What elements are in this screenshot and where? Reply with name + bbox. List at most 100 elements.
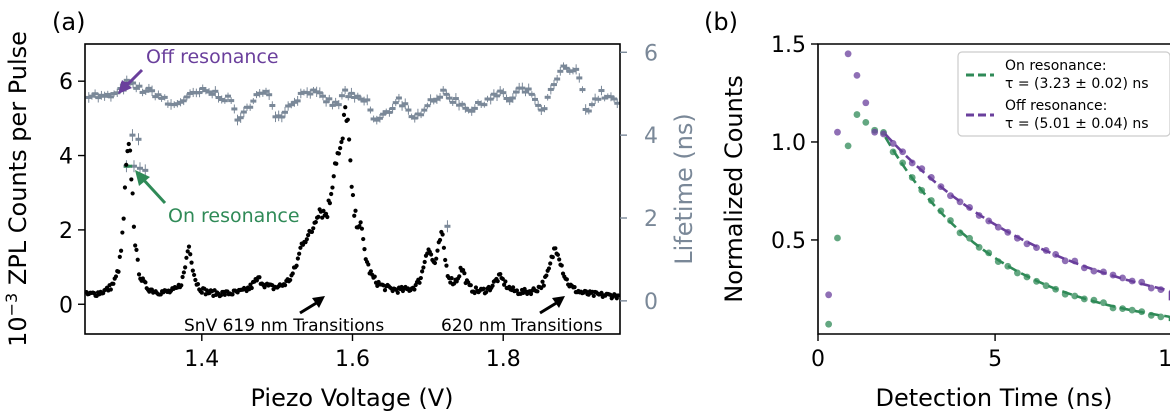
lifetime-point: [468, 109, 475, 113]
lifetime-point: [326, 97, 333, 101]
counts-point: [498, 272, 503, 277]
counts-point: [338, 146, 343, 151]
decay-point: [834, 234, 841, 242]
lifetime-point: [399, 104, 406, 108]
lifetime-point: [405, 108, 412, 112]
lifetime-point: [335, 103, 342, 107]
lifetime-point: [598, 89, 605, 93]
lifetime-point: [111, 92, 118, 96]
lifetime-point: [240, 110, 247, 114]
lifetime-point: [272, 115, 279, 119]
counts-point: [230, 292, 235, 297]
lifetime-point: [206, 90, 213, 94]
lifetime-point: [332, 100, 339, 104]
decay-point: [1090, 296, 1098, 304]
counts-point: [372, 274, 377, 279]
counts-point: [179, 283, 184, 288]
counts-point: [290, 271, 295, 276]
transitions-620-arrow-head: [552, 296, 565, 308]
lifetime-point: [300, 90, 307, 94]
counts-point: [441, 245, 447, 250]
counts-point: [288, 277, 293, 283]
counts-point: [572, 285, 577, 290]
transitions-619-annotation: SnV 619 nm Transitions: [184, 316, 384, 336]
lifetime-point: [544, 95, 551, 99]
counts-point: [341, 112, 347, 117]
counts-point: [432, 260, 438, 266]
decay-point: [1042, 282, 1050, 290]
lifetime-point: [142, 89, 149, 93]
lifetime-point: [376, 116, 383, 120]
lifetime-point: [164, 102, 171, 106]
lifetime-point: [85, 95, 92, 99]
decay-point: [825, 291, 833, 299]
lifetime-point: [452, 97, 459, 101]
lifetime-point: [373, 118, 380, 122]
decay-point: [862, 118, 870, 126]
lifetime-point: [161, 95, 168, 99]
lifetime-point: [462, 106, 469, 110]
panel-a-y2tick-label: 2: [644, 207, 658, 232]
lifetime-point: [380, 112, 387, 116]
lifetime-point: [130, 164, 137, 168]
lifetime-point: [329, 103, 336, 107]
counts-point: [134, 247, 139, 252]
counts-point: [306, 233, 311, 238]
lifetime-point: [269, 104, 276, 108]
decay-point: [1090, 267, 1098, 275]
lifetime-point: [430, 99, 437, 103]
lifetime-point: [569, 69, 576, 73]
decay-point: [1013, 269, 1021, 277]
counts-point: [422, 259, 427, 265]
lifetime-point: [294, 99, 301, 103]
counts-point: [502, 282, 507, 287]
counts-point: [368, 269, 373, 274]
counts-point: [440, 232, 445, 237]
decay-point: [1157, 313, 1165, 321]
counts-point: [591, 293, 596, 299]
lifetime-point: [183, 95, 190, 99]
decay-point: [908, 174, 916, 181]
lifetime-point: [440, 88, 447, 92]
legend: On resonance: τ = (3.23 ± 0.02) ns Off r…: [957, 51, 1170, 137]
lifetime-point: [595, 97, 602, 101]
counts-point: [347, 137, 352, 142]
lifetime-point: [228, 99, 235, 103]
counts-point: [528, 291, 534, 297]
counts-point: [122, 185, 128, 190]
lifetime-point: [538, 108, 545, 112]
panel-a-ytick-label: 2: [59, 219, 73, 244]
lifetime-point: [370, 117, 377, 121]
decay-point: [994, 258, 1002, 266]
lifetime-point: [348, 91, 355, 95]
panel-b-ytick-label: 1.5: [771, 33, 806, 58]
decay-point: [1042, 247, 1050, 254]
lifetime-point: [137, 166, 144, 170]
lifetime-point: [244, 105, 251, 109]
lifetime-point: [142, 168, 149, 172]
lifetime-point: [135, 137, 142, 141]
lifetime-point: [525, 87, 532, 91]
lifetime-point: [481, 103, 488, 107]
lifetime-point: [487, 97, 494, 101]
panel-a-label: (a): [52, 8, 85, 36]
counts-point: [362, 246, 367, 252]
lifetime-point: [557, 69, 564, 73]
counts-point: [127, 148, 133, 153]
lifetime-point: [158, 96, 165, 100]
lifetime-point: [145, 86, 152, 90]
decay-point: [1128, 277, 1136, 285]
lifetime-point: [266, 93, 273, 97]
panel-b-label: (b): [704, 8, 738, 36]
lifetime-point: [130, 81, 137, 85]
decay-point: [825, 320, 833, 328]
decay-point: [834, 128, 841, 136]
decay-point: [1147, 311, 1155, 319]
lifetime-point: [291, 100, 298, 104]
lifetime-point: [588, 103, 595, 107]
lifetime-point: [104, 92, 111, 96]
counts-point: [116, 269, 121, 274]
counts-point: [435, 248, 440, 253]
lifetime-point: [357, 97, 364, 101]
lifetime-point: [465, 108, 472, 112]
